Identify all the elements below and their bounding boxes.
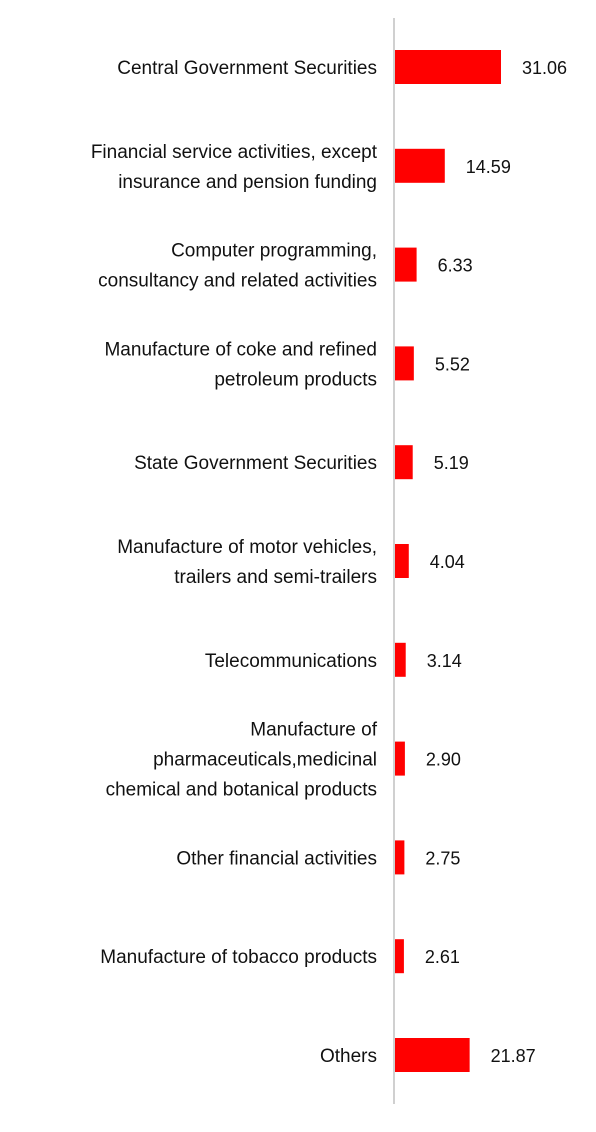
category-label-line: Others	[320, 1046, 377, 1067]
value-label: 5.19	[434, 453, 469, 473]
value-label: 31.06	[522, 58, 567, 78]
category-label-line: Telecommunications	[205, 651, 377, 672]
category-label-line: State Government Securities	[134, 453, 377, 474]
value-label: 2.61	[425, 947, 460, 967]
category-label-line: Central Government Securities	[117, 58, 377, 79]
bar	[395, 247, 417, 282]
category-label-line: consultancy and related activities	[98, 271, 377, 292]
category-label-line: Manufacture of coke and refined	[104, 339, 377, 360]
category-label-line: chemical and botanical products	[106, 780, 377, 801]
value-label: 3.14	[427, 651, 462, 671]
category-label-line: Other financial activities	[176, 848, 377, 869]
value-label: 14.59	[466, 157, 511, 177]
category-label-line: Financial service activities, except	[91, 142, 378, 163]
category-label: Manufacture of pharmaceuticals,medicinal c…	[106, 720, 378, 801]
category-label: Manufacture of tobacco products	[100, 947, 377, 968]
category-label-line: Manufacture of motor vehicles,	[117, 537, 377, 558]
category-label-line: pharmaceuticals,medicinal	[153, 750, 377, 771]
value-label: 6.33	[438, 256, 473, 276]
category-label: Central Government Securities	[117, 58, 377, 79]
value-label: 2.90	[426, 750, 461, 770]
value-label: 2.75	[425, 848, 460, 868]
value-label: 5.52	[435, 354, 470, 374]
category-label-line: Manufacture of	[250, 720, 377, 741]
category-label-line: Computer programming,	[171, 241, 377, 262]
category-label: Others	[320, 1046, 377, 1067]
bar	[395, 148, 445, 183]
category-label: Financial service activities, except insu…	[91, 142, 378, 193]
category-label-line: petroleum products	[214, 369, 377, 390]
bar	[395, 1038, 470, 1072]
category-label-line: insurance and pension funding	[118, 172, 377, 193]
value-label: 4.04	[430, 552, 465, 572]
category-label: Manufacture of coke and refined petroleum…	[104, 339, 377, 390]
category-label: Telecommunications	[205, 651, 377, 672]
bar-series	[395, 50, 501, 1072]
bar	[395, 939, 404, 974]
value-labels: 31.06 14.59 6.33 5.52 5.19 4.04 3.14 2.90 2.75 2.…	[425, 58, 567, 1066]
category-labels: Central Government Securities Financial s…	[91, 58, 378, 1067]
bar	[395, 840, 405, 875]
category-label-line: Manufacture of tobacco products	[100, 947, 377, 968]
category-label: Computer programming, consultancy and rel…	[98, 241, 377, 292]
value-label: 21.87	[491, 1046, 536, 1066]
category-label: Manufacture of motor vehicles, trailers a…	[117, 537, 377, 588]
bar	[395, 50, 501, 84]
bar	[395, 741, 405, 776]
bar	[395, 544, 409, 578]
category-label: Other financial activities	[176, 848, 377, 869]
bar	[395, 346, 414, 381]
category-label-line: trailers and semi-trailers	[174, 567, 377, 588]
bar	[395, 445, 413, 480]
category-label: State Government Securities	[134, 453, 377, 474]
bar	[395, 642, 406, 677]
